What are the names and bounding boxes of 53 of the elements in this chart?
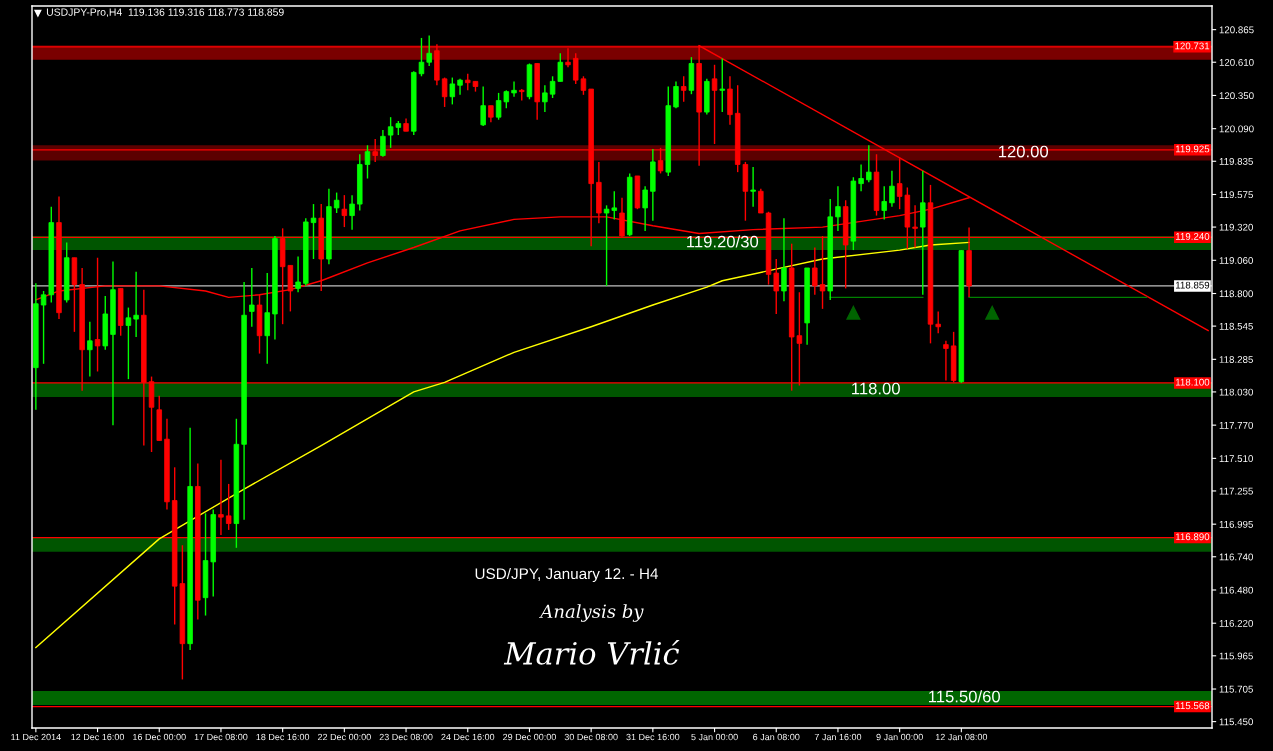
band-label: 119.20/30 xyxy=(687,235,759,248)
ref-line-label: 118.859 xyxy=(1175,281,1210,289)
x-tick-label: 23 Dec 08:00 xyxy=(379,733,433,741)
x-tick-label: 31 Dec 16:00 xyxy=(626,733,680,741)
y-tick-label: 118.030 xyxy=(1219,388,1253,396)
y-tick-label: 119.060 xyxy=(1219,257,1253,264)
annotation: Analysis by xyxy=(538,604,644,622)
y-tick-label: 118.545 xyxy=(1219,322,1253,330)
y-tick-label: 116.480 xyxy=(1219,586,1253,594)
x-tick-label: 6 Jan 08:00 xyxy=(753,733,800,741)
y-tick-label: 118.285 xyxy=(1219,356,1253,363)
x-tick-label: 9 Jan 00:00 xyxy=(876,733,923,741)
y-tick-label: 120.090 xyxy=(1219,125,1254,133)
ref-line-label: 115.568 xyxy=(1175,702,1210,710)
y-tick-label: 117.770 xyxy=(1219,421,1253,429)
x-tick-label: 12 Jan 08:00 xyxy=(935,733,988,741)
ref-line-label: 120.731 xyxy=(1175,42,1210,50)
chart-title: USDJPY-Pro,H4 119.136 119.316 118.773 118.859 xyxy=(46,8,284,18)
y-tick-label: 115.705 xyxy=(1219,685,1253,693)
y-tick-label: 117.510 xyxy=(1219,455,1253,462)
x-tick-label: 11 Dec 2014 xyxy=(11,733,61,741)
x-tick-label: 18 Dec 16:00 xyxy=(256,733,310,741)
annotation: USD/JPY, January 12. - H4 xyxy=(475,567,659,583)
y-tick-label: 116.995 xyxy=(1219,520,1253,528)
x-tick-label: 16 Dec 00:00 xyxy=(133,733,186,741)
band-label: 115.50/60 xyxy=(929,690,1001,703)
x-tick-label: 17 Dec 08:00 xyxy=(194,733,248,741)
annotation: Mario Vrlić xyxy=(503,639,680,665)
y-tick-label: 116.740 xyxy=(1219,553,1253,561)
y-tick-label: 120.865 xyxy=(1219,26,1254,34)
y-tick-label: 115.965 xyxy=(1219,652,1253,660)
x-tick-label: 7 Jan 16:00 xyxy=(814,733,862,741)
y-tick-label: 119.835 xyxy=(1219,158,1253,165)
y-tick-label: 118.800 xyxy=(1219,290,1253,298)
ref-line-label: 119.925 xyxy=(1175,145,1210,153)
y-tick-label: 116.220 xyxy=(1219,619,1253,627)
y-tick-label: 120.610 xyxy=(1219,58,1254,66)
x-tick-label: 22 Dec 00:00 xyxy=(317,733,371,741)
y-tick-label: 119.575 xyxy=(1219,191,1253,199)
ref-line-label: 119.240 xyxy=(1175,233,1210,240)
y-tick-label: 119.320 xyxy=(1219,223,1253,231)
x-tick-label: 30 Dec 08:00 xyxy=(564,733,618,741)
x-tick-label: 12 Dec 16:00 xyxy=(71,733,125,741)
y-tick-label: 117.255 xyxy=(1219,487,1253,495)
x-tick-label: 24 Dec 16:00 xyxy=(441,733,495,741)
ref-line-label: 118.100 xyxy=(1175,378,1210,386)
y-tick-label: 120.350 xyxy=(1219,92,1254,100)
ref-line-label: 116.890 xyxy=(1175,533,1210,541)
x-tick-label: 29 Dec 00:00 xyxy=(503,733,556,741)
band-label: 120.00 xyxy=(998,145,1049,158)
y-tick-label: 115.450 xyxy=(1219,718,1253,726)
band-label: 118.00 xyxy=(852,382,900,395)
x-tick-label: 5 Jan 00:00 xyxy=(691,733,738,741)
